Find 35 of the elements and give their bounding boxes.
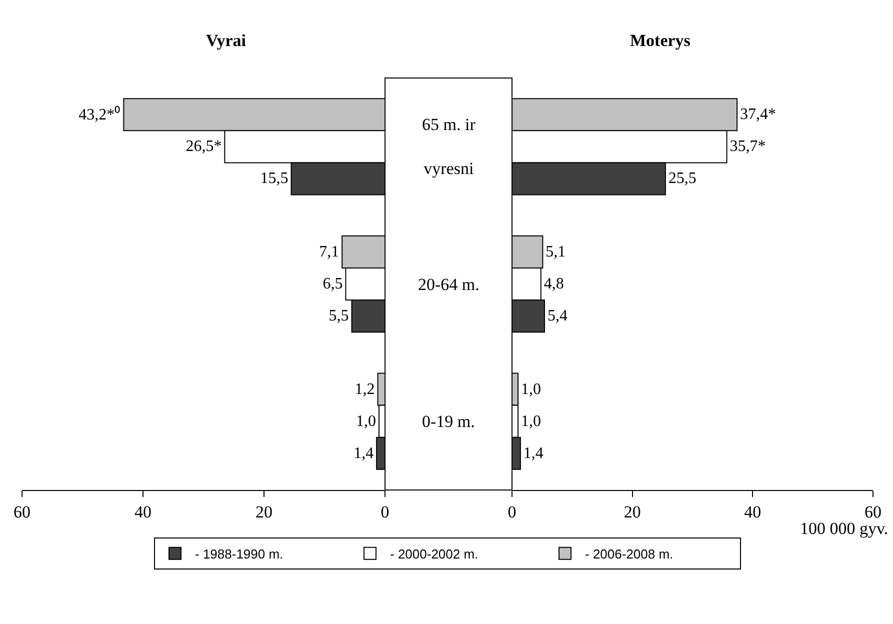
data-label: 1,4 bbox=[354, 444, 374, 462]
y-tick-label: 0-19 m. bbox=[422, 412, 475, 431]
data-label: 43,2*⁰ bbox=[78, 106, 121, 124]
data-label: 1,0 bbox=[356, 412, 376, 430]
x-tick-label: 60 bbox=[14, 502, 30, 522]
chart-title: Vyrai bbox=[206, 31, 246, 50]
chart-title: Moterys bbox=[630, 31, 691, 50]
data-label: 25,5 bbox=[668, 170, 696, 188]
legend-label: - 1988-1990 m. bbox=[195, 546, 284, 562]
x-tick-label: 20 bbox=[256, 502, 273, 522]
data-label: 5,1 bbox=[546, 243, 566, 260]
data-label: 37,4* bbox=[740, 106, 776, 124]
data-label: 35,7* bbox=[730, 138, 766, 156]
data-label: 6,5 bbox=[322, 276, 343, 292]
legend-label: - 2000-2002 m. bbox=[390, 546, 478, 562]
data-label: 26,5* bbox=[186, 138, 222, 156]
data-label: 5,4 bbox=[547, 308, 568, 325]
data-label: 15,5 bbox=[260, 170, 288, 188]
x-tick-label: 40 bbox=[134, 502, 152, 522]
data-label: 1,0 bbox=[521, 412, 542, 430]
x-tick-label: 40 bbox=[744, 502, 762, 522]
x-tick-label: 60 bbox=[864, 502, 882, 522]
data-label: 5,5 bbox=[328, 308, 349, 325]
data-label: 1,4 bbox=[523, 444, 544, 462]
data-label: 4,8 bbox=[544, 276, 564, 292]
x-tick-label: 20 bbox=[624, 502, 641, 522]
data-label: 1,2 bbox=[354, 380, 375, 398]
x-tick-label: 0 bbox=[508, 502, 516, 522]
category-label: 65 m. ir vyresni bbox=[422, 115, 476, 178]
data-label: 7,1 bbox=[319, 243, 340, 260]
legend-label: - 2006-2008 m. bbox=[585, 546, 674, 562]
x-axis-title: 100 000 gyv. bbox=[800, 519, 888, 538]
x-tick-label: 0 bbox=[380, 502, 390, 522]
data-label: 1,0 bbox=[521, 380, 542, 398]
y-tick-label: 20-64 m. bbox=[418, 275, 480, 294]
